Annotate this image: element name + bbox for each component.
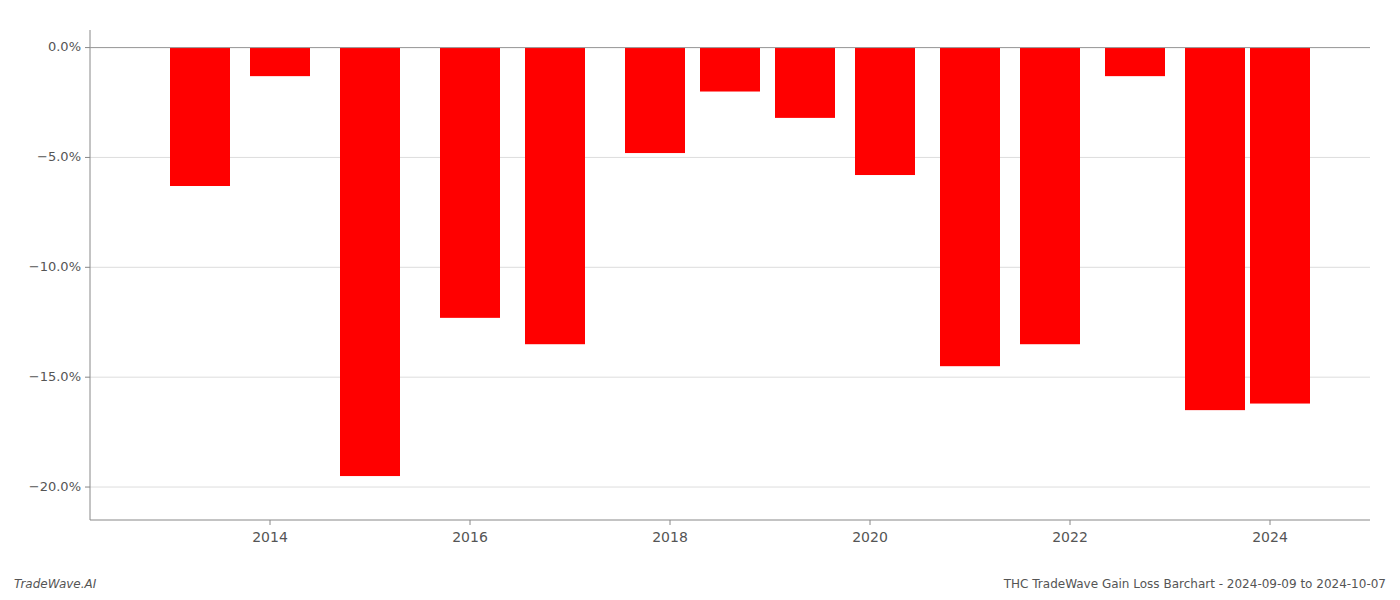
- x-tick: [870, 520, 871, 525]
- y-axis-line: [90, 30, 91, 520]
- bar: [170, 48, 230, 186]
- y-tick-label: −20.0%: [29, 479, 81, 494]
- y-tick: [85, 157, 90, 158]
- y-tick-label: −15.0%: [29, 369, 81, 384]
- y-tick-label: 0.0%: [48, 39, 81, 54]
- bar: [625, 48, 685, 153]
- x-axis-line: [90, 520, 1370, 521]
- bar: [855, 48, 915, 175]
- x-tick: [670, 520, 671, 525]
- x-tick-label: 2022: [1052, 529, 1088, 545]
- chart: 0.0% −5.0% −10.0% −15.0% −20.0% 2014 2016 2018 2…: [0, 0, 1400, 600]
- bar: [1105, 48, 1165, 77]
- y-tick: [85, 377, 90, 378]
- zero-line: [90, 47, 1370, 48]
- x-tick: [270, 520, 271, 525]
- grid-line: [90, 47, 1370, 48]
- x-tick-label: 2014: [252, 529, 288, 545]
- bar: [340, 48, 400, 476]
- bar: [775, 48, 835, 118]
- grid-line: [90, 157, 1370, 158]
- bars: [170, 48, 1310, 476]
- axes: 0.0% −5.0% −10.0% −15.0% −20.0% 2014 2016 2018 2…: [29, 30, 1370, 545]
- y-tick-label: −10.0%: [29, 259, 81, 274]
- x-tick: [1070, 520, 1071, 525]
- x-tick: [470, 520, 471, 525]
- bar: [1250, 48, 1310, 404]
- x-tick: [1270, 520, 1271, 525]
- background: [0, 0, 1400, 600]
- grid-line: [90, 487, 1370, 488]
- x-tick-label: 2020: [852, 529, 888, 545]
- footer-left: TradeWave.AI: [14, 577, 97, 591]
- bar: [1185, 48, 1245, 411]
- x-tick-label: 2024: [1252, 529, 1288, 545]
- bar: [940, 48, 1000, 367]
- y-tick-label: −5.0%: [37, 149, 81, 164]
- grid: [90, 48, 1370, 487]
- bar: [525, 48, 585, 345]
- grid-line: [90, 377, 1370, 378]
- bar: [440, 48, 500, 318]
- y-tick: [85, 47, 90, 48]
- bar: [250, 48, 310, 77]
- y-tick: [85, 267, 90, 268]
- grid-line: [90, 267, 1370, 268]
- y-tick: [85, 487, 90, 488]
- x-tick-label: 2016: [452, 529, 488, 545]
- bar: [700, 48, 760, 92]
- bar: [1020, 48, 1080, 345]
- footer-right: THC TradeWave Gain Loss Barchart - 2024-…: [1003, 577, 1386, 591]
- x-tick-label: 2018: [652, 529, 688, 545]
